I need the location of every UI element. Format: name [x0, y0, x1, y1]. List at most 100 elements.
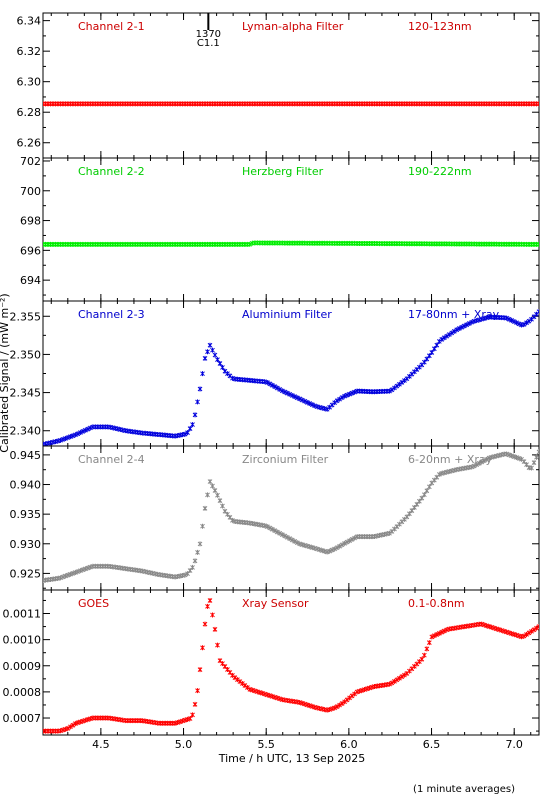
- panel-label: Lyman-alpha Filter: [242, 20, 344, 33]
- data-point: [207, 342, 213, 348]
- y-tick-label: 6.32: [17, 45, 42, 58]
- data-point: [349, 693, 355, 699]
- data-point: [332, 546, 337, 552]
- data-point: [190, 712, 195, 718]
- data-point: [60, 574, 66, 580]
- data-point: [272, 528, 278, 534]
- data-point: [474, 462, 480, 468]
- panel-label: 0.1-0.8nm: [408, 597, 465, 610]
- data-point: [332, 705, 337, 711]
- data-point: [352, 389, 357, 395]
- panel-3: 0.925 0.930 0.935 0.940 0.945 Channel 2-4 Zirc…: [10, 445, 540, 591]
- data-point: [426, 640, 432, 646]
- data-point: [469, 319, 475, 325]
- data-point: [287, 536, 293, 542]
- panel-frame: [42, 12, 540, 159]
- data-series: [43, 597, 539, 734]
- panel-label: Channel 2-3: [78, 308, 145, 321]
- data-point: [397, 675, 402, 681]
- data-point: [387, 681, 392, 687]
- data-point: [195, 549, 200, 555]
- data-point: [506, 316, 512, 322]
- data-point: [342, 540, 347, 546]
- data-point: [534, 454, 539, 460]
- y-tick-label: 2.355: [10, 310, 42, 323]
- data-point: [337, 543, 342, 549]
- data-point: [210, 347, 215, 353]
- panel-label: Channel 2-1: [78, 20, 145, 33]
- panel-label: 17-80nm + Xray: [408, 308, 500, 321]
- y-tick-label: 6.30: [17, 76, 42, 89]
- data-point: [451, 328, 457, 334]
- data-point: [78, 430, 83, 436]
- data-point: [58, 437, 63, 443]
- y-tick-label: 694: [20, 274, 41, 287]
- panel-1: 694 696 698 700 702 Channel 2-2 Herzberg Filte…: [20, 155, 540, 302]
- data-point: [232, 675, 238, 681]
- data-point: [207, 597, 213, 603]
- data-point: [192, 412, 198, 418]
- data-point: [421, 492, 427, 498]
- data-point: [205, 349, 210, 355]
- data-point: [337, 702, 342, 708]
- panel-label: Channel 2-2: [78, 165, 145, 178]
- data-point: [352, 691, 357, 697]
- data-point: [242, 683, 248, 689]
- y-tick-label: 700: [20, 185, 41, 198]
- data-point: [210, 483, 215, 489]
- panel-label: 190-222nm: [408, 165, 472, 178]
- data-point: [347, 391, 352, 397]
- y-tick-label: 2.350: [10, 348, 42, 361]
- data-point: [327, 548, 332, 554]
- data-point: [536, 241, 539, 247]
- panel-label: GOES: [78, 597, 109, 610]
- data-point: [439, 336, 445, 342]
- data-point: [274, 529, 280, 535]
- data-point: [309, 402, 315, 408]
- panel-label: 120-123nm: [408, 20, 472, 33]
- data-point: [476, 460, 482, 466]
- data-point: [240, 681, 245, 687]
- data-point: [421, 652, 427, 658]
- data-point: [237, 679, 243, 685]
- data-point: [334, 398, 340, 404]
- data-point: [419, 495, 425, 501]
- data-point: [289, 537, 295, 543]
- data-point: [269, 382, 275, 388]
- data-point: [536, 449, 539, 455]
- data-point: [277, 386, 283, 392]
- data-point: [344, 697, 350, 703]
- data-point: [274, 385, 280, 391]
- data-point: [73, 721, 78, 727]
- data-point: [267, 525, 273, 531]
- data-point: [529, 465, 534, 471]
- data-point: [436, 338, 442, 344]
- y-tick-label: 2.345: [10, 387, 42, 400]
- data-point: [68, 724, 73, 730]
- y-tick-label: 0.925: [10, 567, 42, 580]
- data-point: [68, 434, 73, 440]
- data-point: [509, 453, 514, 459]
- data-point: [70, 433, 76, 439]
- data-point: [182, 572, 188, 578]
- data-point: [88, 425, 93, 431]
- data-point: [65, 435, 71, 441]
- data-point: [80, 567, 86, 573]
- panel-4: 0.0007 0.0008 0.0009 0.0010 0.0011 GOES Xray S…: [3, 589, 540, 736]
- data-point: [511, 454, 517, 460]
- data-point: [469, 464, 475, 470]
- data-point: [267, 381, 273, 387]
- data-point: [68, 571, 73, 577]
- data-point: [514, 455, 519, 461]
- data-point: [190, 422, 195, 428]
- data-point: [441, 335, 447, 341]
- data-point: [459, 324, 465, 330]
- data-point: [264, 524, 270, 530]
- data-point: [352, 535, 357, 541]
- data-point: [272, 384, 278, 390]
- data-point: [264, 380, 270, 386]
- data-point: [521, 633, 527, 639]
- data-point: [192, 558, 198, 564]
- data-point: [205, 603, 210, 609]
- y-tick-label: 0.0011: [3, 608, 42, 621]
